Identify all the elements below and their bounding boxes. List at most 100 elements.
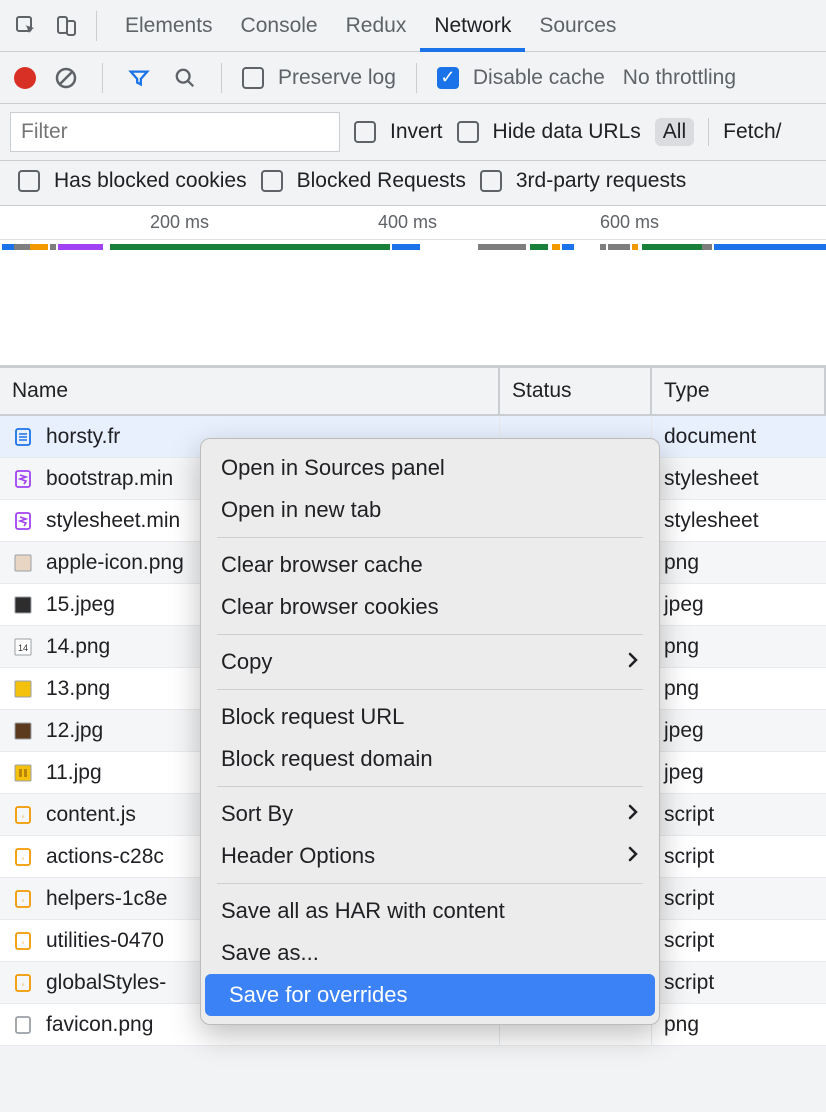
menu-item[interactable]: Header Options — [201, 835, 659, 877]
svg-text:◦: ◦ — [22, 812, 25, 821]
menu-item[interactable]: Sort By — [201, 793, 659, 835]
menu-item[interactable]: Clear browser cache — [201, 544, 659, 586]
third-party-label: 3rd-party requests — [516, 169, 686, 193]
blocked-cookies-checkbox[interactable] — [18, 170, 40, 192]
timeline-segment — [530, 244, 548, 250]
js-icon: ◦ — [12, 888, 34, 910]
file-name: 12.jpg — [46, 719, 103, 743]
filter-bar-2: Has blocked cookies Blocked Requests 3rd… — [0, 161, 826, 206]
search-icon[interactable] — [169, 62, 201, 94]
file-name: globalStyles- — [46, 971, 166, 995]
chevron-right-icon — [627, 843, 639, 869]
throttling-select[interactable]: No throttling — [623, 66, 736, 90]
svg-text:14: 14 — [18, 643, 28, 653]
menu-item[interactable]: Save all as HAR with content — [201, 890, 659, 932]
img-face-icon — [12, 552, 34, 574]
chevron-right-icon — [627, 801, 639, 827]
timeline-tick: 200 ms — [150, 212, 209, 233]
col-status[interactable]: Status — [500, 368, 652, 414]
device-toggle-icon[interactable] — [50, 10, 82, 42]
menu-item[interactable]: Copy — [201, 641, 659, 683]
timeline-segment — [392, 244, 420, 250]
menu-item[interactable]: Open in Sources panel — [201, 447, 659, 489]
file-name: bootstrap.min — [46, 467, 173, 491]
preserve-log-checkbox[interactable] — [242, 67, 264, 89]
menu-item[interactable]: Save as... — [201, 932, 659, 974]
filter-icon[interactable] — [123, 62, 155, 94]
js-icon: ◦ — [12, 846, 34, 868]
menu-item-label: Block request domain — [221, 746, 433, 772]
divider — [416, 63, 417, 93]
timeline-segment — [714, 244, 826, 250]
filter-fetch-label[interactable]: Fetch/ — [723, 120, 781, 144]
timeline-segment — [642, 244, 702, 250]
tab-elements[interactable]: Elements — [111, 0, 227, 52]
cell-type: png — [652, 668, 826, 709]
menu-item-label: Clear browser cache — [221, 552, 423, 578]
cell-type: script — [652, 878, 826, 919]
inspect-icon[interactable] — [10, 10, 42, 42]
file-name: stylesheet.min — [46, 509, 180, 533]
divider — [708, 118, 709, 146]
svg-text:◦: ◦ — [22, 896, 25, 905]
file-name: helpers-1c8e — [46, 887, 167, 911]
img-color-icon — [12, 678, 34, 700]
cell-type: stylesheet — [652, 458, 826, 499]
file-name: favicon.png — [46, 1013, 153, 1037]
table-header: Name Status Type — [0, 366, 826, 416]
disable-cache-label: Disable cache — [473, 66, 605, 90]
menu-item[interactable]: Open in new tab — [201, 489, 659, 531]
menu-item[interactable]: Block request URL — [201, 696, 659, 738]
file-name: 11.jpg — [46, 761, 102, 785]
tab-network[interactable]: Network — [420, 0, 525, 52]
blocked-requests-checkbox[interactable] — [261, 170, 283, 192]
invert-checkbox[interactable] — [354, 121, 376, 143]
cell-type: png — [652, 1004, 826, 1045]
menu-item[interactable]: Save for overrides — [205, 974, 655, 1016]
cell-type: jpeg — [652, 710, 826, 751]
context-menu: Open in Sources panelOpen in new tab Clea… — [200, 438, 660, 1025]
col-type[interactable]: Type — [652, 368, 826, 414]
css-icon — [12, 468, 34, 490]
cell-type: png — [652, 542, 826, 583]
menu-item[interactable]: Block request domain — [201, 738, 659, 780]
timeline-segment — [30, 244, 48, 250]
record-button[interactable] — [14, 67, 36, 89]
menu-separator — [217, 786, 643, 787]
hide-data-urls-checkbox[interactable] — [457, 121, 479, 143]
hide-data-urls-label: Hide data URLs — [493, 120, 641, 144]
timeline[interactable]: 200 ms400 ms600 ms — [0, 206, 826, 366]
third-party-checkbox[interactable] — [480, 170, 502, 192]
menu-item-label: Copy — [221, 649, 272, 675]
disable-cache-checkbox[interactable]: ✓ — [437, 67, 459, 89]
menu-item-label: Header Options — [221, 843, 375, 869]
invert-label: Invert — [390, 120, 443, 144]
tab-console[interactable]: Console — [227, 0, 332, 52]
svg-text:◦: ◦ — [22, 938, 25, 947]
timeline-segment — [50, 244, 56, 250]
cell-type: script — [652, 794, 826, 835]
divider — [102, 63, 103, 93]
timeline-ruler: 200 ms400 ms600 ms — [0, 206, 826, 240]
blank-icon — [12, 1014, 34, 1036]
file-name: 14.png — [46, 635, 110, 659]
cell-type: jpeg — [652, 752, 826, 793]
js-icon: ◦ — [12, 930, 34, 952]
cell-type: document — [652, 416, 826, 457]
timeline-tick: 600 ms — [600, 212, 659, 233]
menu-item[interactable]: Clear browser cookies — [201, 586, 659, 628]
tab-sources[interactable]: Sources — [525, 0, 630, 52]
menu-separator — [217, 537, 643, 538]
img-yellow-icon — [12, 762, 34, 784]
clear-icon[interactable] — [50, 62, 82, 94]
timeline-segment — [478, 244, 526, 250]
timeline-segment — [600, 244, 606, 250]
menu-separator — [217, 634, 643, 635]
filter-chip-all[interactable]: All — [655, 118, 694, 146]
filter-input[interactable] — [10, 112, 340, 152]
cell-type: stylesheet — [652, 500, 826, 541]
col-name[interactable]: Name — [0, 368, 500, 414]
preserve-log-label: Preserve log — [278, 66, 396, 90]
tab-redux[interactable]: Redux — [332, 0, 421, 52]
timeline-segment — [58, 244, 103, 250]
